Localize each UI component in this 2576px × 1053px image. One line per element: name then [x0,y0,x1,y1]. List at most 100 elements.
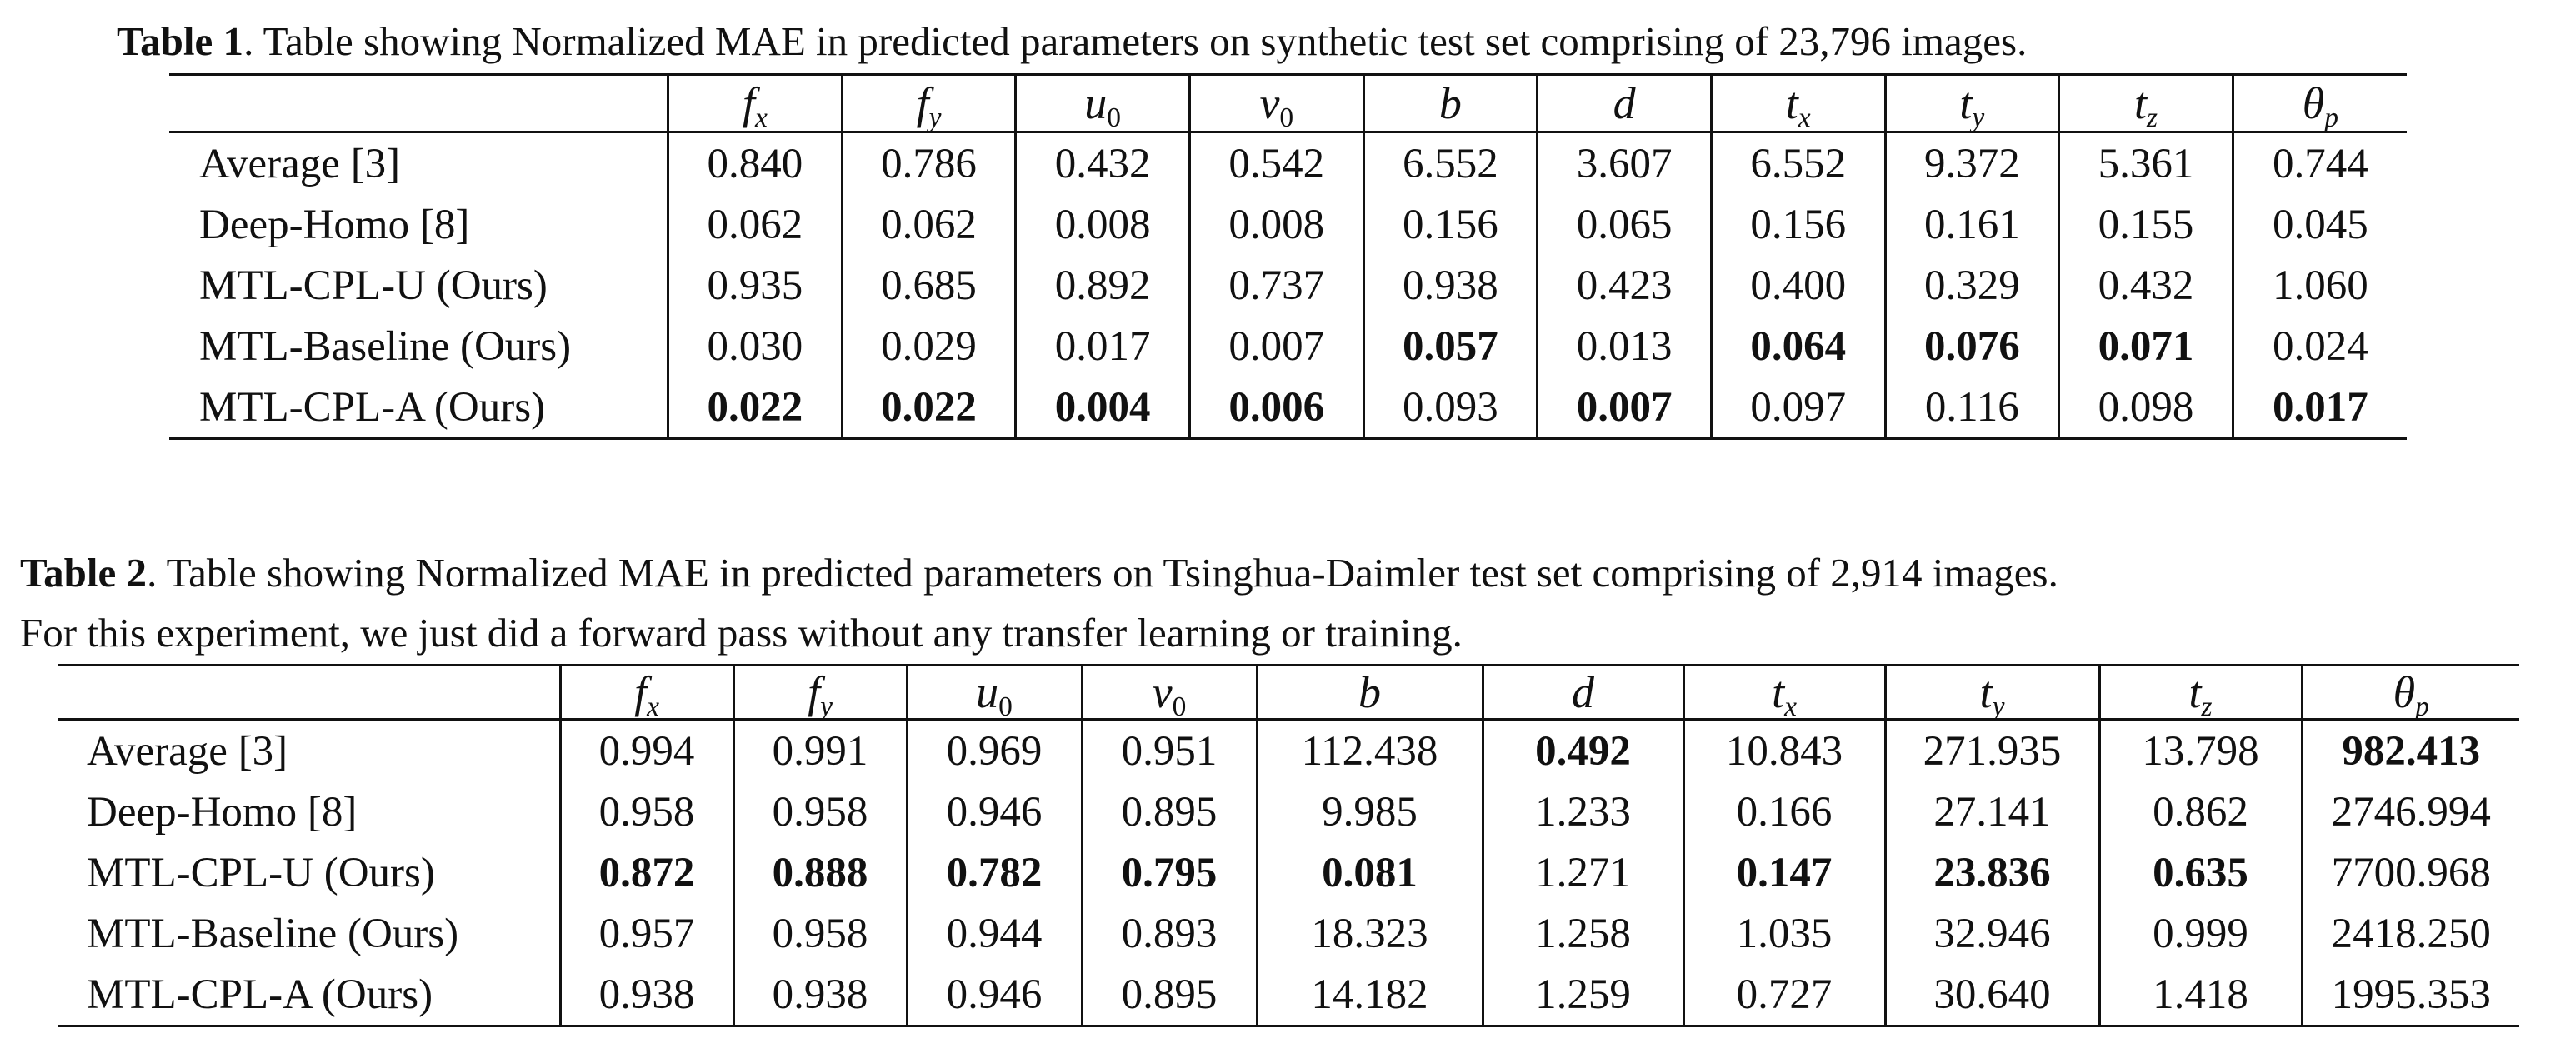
column-subscript: y [1972,102,1985,134]
metric-cell: 1.271 [1481,842,1683,903]
column-symbol: t [1785,78,1798,128]
metric-cell: 0.958 [558,781,733,842]
column-symbol: t [2133,78,2147,128]
column-subscript: 0 [1172,691,1187,723]
column-header: fx [667,73,843,134]
metric-cell: 0.994 [558,719,733,781]
column-symbol: u [976,667,999,717]
metric-cell: 1.258 [1481,903,1683,964]
metric-cell: 0.895 [1080,964,1257,1027]
metric-cell: 1.060 [2231,255,2407,316]
metric-cell: 7700.968 [2300,842,2519,903]
metric-cell: 271.935 [1883,719,2099,781]
column-symbol: t [1772,667,1785,717]
table-1-caption-text: . Table showing Normalized MAE in predic… [243,18,2028,64]
method-name: MTL-CPL-U (Ours) [199,262,548,309]
column-header: fx [558,664,733,723]
metric-cell: 6.552 [1362,132,1538,194]
metric-cell: 0.888 [732,842,907,903]
table-2-caption-line-2: For this experiment, we just did a forwa… [20,610,1463,656]
metric-cell: 0.147 [1682,842,1885,903]
table-row: Average [3] 0.840 0.786 0.432 0.542 6.552 3.60… [169,132,2407,194]
metric-cell: 0.116 [1883,377,2059,440]
column-header: tz [2098,664,2302,723]
method-name: Deep-Homo [8] [87,788,358,836]
metric-cell: 0.029 [840,316,1016,377]
column-subscript: p [2415,691,2429,723]
metric-cell: 0.093 [1362,377,1538,440]
metric-cell: 0.329 [1883,255,2059,316]
metric-cell: 9.985 [1255,781,1483,842]
column-symbol: f [808,667,821,717]
metric-cell: 0.872 [558,842,733,903]
metric-cell: 112.438 [1255,719,1483,781]
metric-cell: 0.737 [1188,255,1364,316]
column-subscript: x [1784,691,1797,723]
method-name: MTL-CPL-A (Ours) [169,377,668,440]
metric-cell: 0.081 [1255,842,1483,903]
table-row: Deep-Homo [8] 0.062 0.062 0.008 0.008 0.156 0.… [169,194,2407,255]
column-symbol: θ [2302,78,2325,128]
metric-cell: 0.999 [2098,903,2302,964]
column-subscript: 0 [998,691,1013,723]
metric-cell: 0.062 [667,194,843,255]
metric-cell: 0.685 [840,255,1016,316]
metric-cell: 0.076 [1883,316,2059,377]
metric-cell: 0.969 [905,719,1082,781]
metric-cell: 0.030 [667,316,843,377]
method-name: MTL-CPL-A (Ours) [58,964,560,1027]
table-corner-cell [58,664,560,721]
table-row: MTL-CPL-A (Ours) 0.938 0.938 0.946 0.895 14.1… [58,964,2519,1027]
metric-cell: 0.935 [667,255,843,316]
metric-cell: 5.361 [2058,132,2233,194]
column-symbol: θ [2393,667,2416,717]
column-header: fy [732,664,907,721]
metric-cell: 6.552 [1709,132,1886,194]
table-2-label: Table 2 [20,550,148,596]
metric-cell: 2746.994 [2300,781,2519,842]
metric-cell: 3.607 [1536,132,1712,194]
metric-cell: 0.166 [1682,781,1885,842]
table-1-label: Table 1 [117,18,244,64]
metric-cell: 0.064 [1709,316,1886,377]
method-name: Deep-Homo [8] [199,201,470,248]
column-header: b [1362,73,1538,133]
column-symbol: t [1979,667,1993,717]
column-symbol: b [1358,667,1381,717]
column-symbol: v [1152,667,1173,717]
column-header: b [1255,664,1483,721]
metric-cell: 0.782 [905,842,1082,903]
column-symbol: f [916,78,929,128]
metric-cell: 0.156 [1362,194,1538,255]
column-subscript: x [754,102,768,134]
metric-cell: 2418.250 [2300,903,2519,964]
metric-cell: 0.432 [2058,255,2233,316]
column-subscript: z [2201,691,2213,723]
metric-cell: 23.836 [1883,842,2099,903]
metric-cell: 1.035 [1682,903,1885,964]
column-header: u0 [1014,73,1190,133]
column-header: θp [2231,73,2407,133]
column-subscript: x [647,691,659,723]
metric-cell: 0.895 [1080,781,1257,842]
column-header: u0 [905,664,1082,723]
metric-cell: 0.022 [667,377,843,440]
method-name: MTL-CPL-U (Ours) [87,849,435,896]
column-header: θp [2300,664,2519,723]
table-1: fx fy u0 v0 b d tx ty tz θp Average [3] 0.840 0.786… [169,73,2407,440]
metric-cell: 0.071 [2058,316,2233,377]
metric-cell: 0.062 [840,194,1016,255]
column-symbol: t [1959,78,1973,128]
column-header: v0 [1080,664,1257,723]
metric-cell: 0.938 [558,964,733,1027]
metric-cell: 0.098 [2058,377,2233,440]
metric-cell: 0.957 [558,903,733,964]
metric-cell: 1.418 [2098,964,2302,1027]
column-symbol: u [1084,78,1108,128]
metric-cell: 18.323 [1255,903,1483,964]
table-row: Average [3] 0.994 0.991 0.969 0.951 112.438 0.… [58,719,2519,781]
metric-cell: 0.635 [2098,842,2302,903]
column-subscript: y [1992,691,2005,723]
method-name: MTL-Baseline (Ours) [87,910,459,957]
table-row: MTL-Baseline (Ours) 0.030 0.029 0.017 0.007 0… [169,316,2407,377]
